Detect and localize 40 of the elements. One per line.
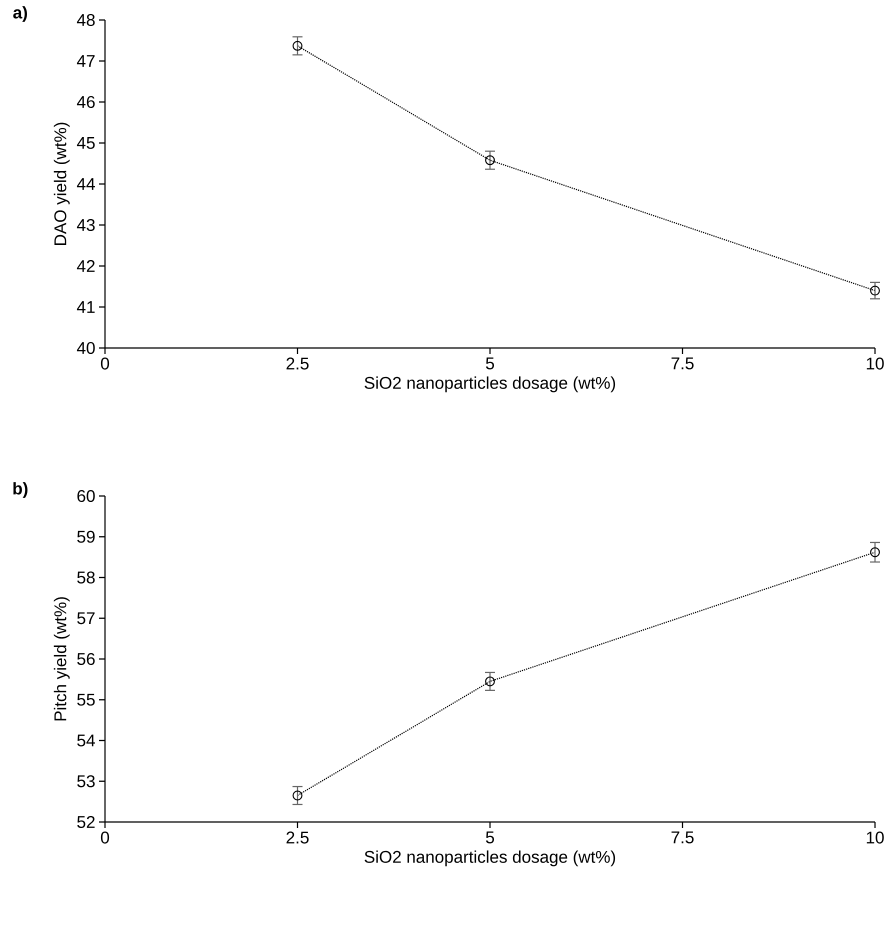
x-tick-label: 10	[866, 832, 884, 844]
y-tick-label: 57	[77, 612, 95, 624]
x-tick-label: 5	[486, 358, 494, 370]
x-tick-label: 7.5	[672, 358, 694, 370]
y-tick-label: 56	[77, 652, 95, 666]
x-tick-label: 2.5	[286, 832, 309, 844]
x-tick-label: 2.5	[286, 358, 309, 370]
x-tick-label: 7.5	[672, 832, 694, 844]
x-tick-label: 10	[866, 358, 884, 370]
x-tick-label: 5	[486, 832, 494, 844]
x-axis-title: SiO2 nanoparticles dosage (wt%)	[364, 850, 616, 866]
y-tick-label: 60	[77, 490, 95, 502]
y-tick-label: 59	[77, 530, 95, 543]
y-tick-label: 55	[77, 694, 95, 706]
y-tick-label: 58	[77, 571, 95, 584]
point	[292, 790, 302, 800]
y-tick-label: 45	[76, 137, 95, 149]
x-axis-title: SiO2 nanoparticles dosage (wt%)	[364, 376, 616, 392]
point	[485, 676, 495, 686]
chart-title: a)	[13, 6, 28, 22]
y-tick-label: 52	[77, 816, 95, 828]
y-tick-label: 47	[76, 55, 95, 67]
y-tick-label: 46	[76, 96, 95, 108]
point	[870, 286, 880, 296]
point	[485, 155, 495, 166]
point	[292, 40, 302, 51]
y-tick-label: 53	[77, 775, 95, 788]
y-tick-label: 54	[77, 734, 95, 746]
y-axis-title: Pitch yield (wt%)	[54, 597, 70, 720]
y-tick-label: 42	[76, 260, 95, 272]
y-axis-title: DAO yield (wt%)	[54, 122, 70, 245]
x-tick-label: 0	[100, 832, 110, 844]
y-tick-label: 41	[76, 301, 95, 313]
y-tick-label: 48	[76, 14, 95, 26]
y-tick-label: 44	[76, 178, 95, 190]
point	[870, 547, 880, 558]
x-tick-label: 0	[100, 358, 110, 370]
y-tick-label: 40	[76, 342, 95, 354]
chart-title: b)	[13, 482, 28, 498]
y-tick-label: 43	[76, 218, 95, 232]
